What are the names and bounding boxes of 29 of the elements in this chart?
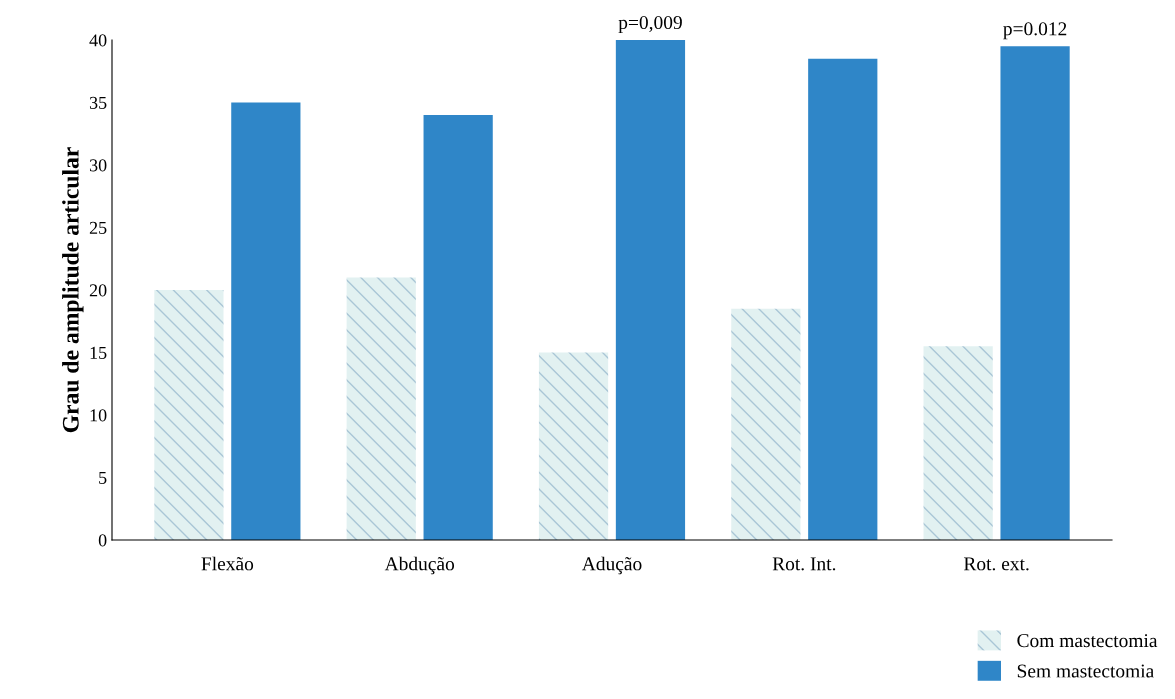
- bar: [346, 277, 416, 540]
- y-tick-label: 40: [89, 34, 107, 47]
- bar: [231, 102, 301, 540]
- y-tick-label: 30: [89, 159, 107, 172]
- y-tick-label: 5: [99, 471, 107, 484]
- x-tick-label: Rot. ext.: [963, 557, 1029, 571]
- x-tick-label: Flexão: [201, 556, 254, 571]
- y-tick-label: 35: [89, 96, 107, 109]
- bar: [1000, 46, 1070, 540]
- y-tick-label: 15: [90, 346, 107, 359]
- bar: [923, 346, 993, 540]
- x-tick-label: Rot. Int.: [772, 557, 836, 571]
- y-tick-label: 10: [90, 409, 107, 422]
- y-axis-title: Grau de amplitude articular: [62, 147, 84, 433]
- y-tick-label: 20: [89, 284, 107, 297]
- annotation: p=0,009: [618, 15, 682, 34]
- y-tick-label: 0: [98, 534, 107, 547]
- bar: [731, 308, 801, 540]
- y-tick-label: 25: [89, 221, 107, 234]
- bar: [538, 352, 609, 540]
- legend-label: Com mastectomia: [1017, 634, 1158, 648]
- annotation: p=0.012: [1003, 22, 1067, 40]
- x-tick-label: Abdução: [384, 556, 455, 575]
- bar: [615, 40, 686, 540]
- bar: [808, 58, 878, 540]
- x-tick-label: Adução: [581, 556, 642, 575]
- bar: [154, 290, 224, 540]
- legend-label: Sem mastectomia: [1017, 664, 1154, 678]
- bar: [423, 115, 493, 540]
